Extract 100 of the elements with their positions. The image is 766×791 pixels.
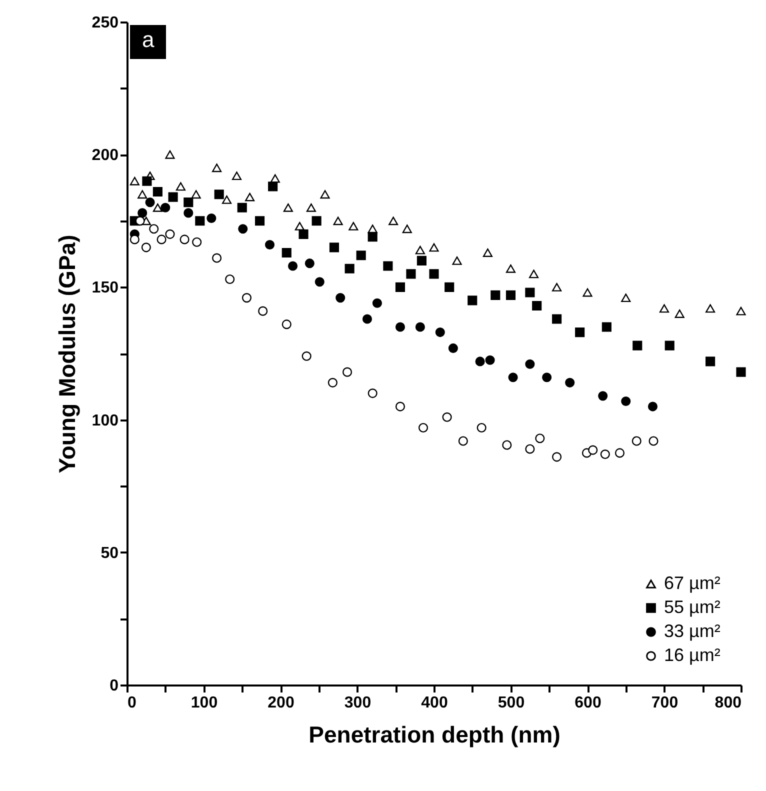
- point: [314, 277, 324, 287]
- point: [525, 359, 535, 369]
- point: [138, 190, 148, 199]
- point: [130, 176, 140, 186]
- y-tick-label: 200: [92, 147, 119, 164]
- point: [468, 296, 478, 306]
- point: [294, 222, 304, 230]
- x-tick-label: 0: [128, 694, 136, 712]
- legend-label: 16 µm²: [664, 645, 720, 665]
- point: [552, 452, 562, 462]
- point: [482, 248, 493, 257]
- legend-label: 55 µm²: [664, 597, 720, 617]
- y-tick-label: 50: [100, 544, 119, 562]
- x-tick-label: 800: [714, 694, 742, 712]
- x-tick-label: 200: [268, 694, 294, 712]
- point: [356, 250, 366, 260]
- point: [525, 444, 535, 454]
- point: [506, 264, 516, 273]
- point: [736, 306, 746, 316]
- point: [475, 356, 485, 366]
- point: [312, 216, 322, 226]
- point: [406, 269, 416, 279]
- point: [283, 203, 293, 212]
- point: [418, 422, 428, 433]
- point: [138, 208, 148, 218]
- point: [214, 190, 224, 200]
- point: [152, 186, 162, 197]
- point: [736, 367, 746, 377]
- annotation: a: [130, 25, 166, 59]
- point: [600, 450, 610, 460]
- point: [429, 269, 439, 279]
- point: [632, 436, 642, 446]
- point: [435, 328, 445, 338]
- point: [502, 440, 512, 450]
- point: [452, 256, 462, 265]
- point: [232, 172, 242, 180]
- point: [152, 203, 162, 212]
- point: [598, 391, 608, 401]
- point: [664, 340, 674, 350]
- point: [258, 306, 268, 316]
- point: [282, 320, 292, 330]
- point: [165, 150, 175, 159]
- point: [621, 294, 631, 302]
- point: [145, 198, 155, 208]
- x-axis-title: Penetration depth (nm): [308, 722, 560, 748]
- point: [344, 264, 354, 274]
- point: [184, 208, 194, 218]
- point: [212, 164, 222, 172]
- point: [621, 396, 631, 406]
- y-axis-title: Young Modulus (GPa): [54, 234, 80, 474]
- point: [245, 192, 255, 202]
- point: [442, 412, 452, 422]
- point: [168, 192, 178, 202]
- point: [336, 293, 346, 303]
- point: [149, 224, 159, 234]
- point: [268, 182, 278, 192]
- point: [342, 367, 352, 377]
- point: [490, 290, 500, 300]
- point: [476, 422, 486, 433]
- point: [416, 256, 427, 266]
- x-tick-label: 400: [421, 694, 448, 712]
- point: [184, 198, 194, 208]
- point: [237, 202, 247, 212]
- point: [130, 234, 140, 244]
- point: [528, 270, 539, 278]
- point: [320, 190, 330, 199]
- legend-label: 67 µm²: [664, 573, 720, 593]
- point: [525, 288, 535, 298]
- point: [602, 322, 612, 332]
- point: [395, 282, 406, 292]
- x-tick-label: 600: [574, 694, 602, 712]
- x-tick-label: 100: [190, 694, 218, 712]
- point: [388, 216, 398, 226]
- x-tick-label: 300: [344, 694, 372, 712]
- point: [141, 242, 151, 252]
- point: [362, 314, 372, 324]
- x-tick-label: 700: [651, 694, 678, 712]
- point: [206, 213, 216, 224]
- point: [328, 378, 338, 388]
- point: [288, 261, 298, 271]
- point: [368, 232, 378, 242]
- point: [368, 388, 378, 398]
- point: [348, 222, 358, 230]
- y-tick-label: 250: [92, 14, 119, 32]
- point: [156, 234, 166, 244]
- point: [160, 202, 170, 212]
- point: [565, 378, 575, 388]
- point: [180, 234, 190, 244]
- point: [192, 237, 202, 247]
- point: [298, 229, 308, 239]
- point: [582, 288, 592, 297]
- point: [614, 448, 625, 458]
- point: [552, 314, 562, 324]
- point: [415, 246, 425, 254]
- y-tick-label: 0: [110, 678, 119, 694]
- point: [333, 216, 343, 226]
- point: [542, 372, 552, 382]
- point: [304, 258, 314, 268]
- point: [176, 182, 186, 191]
- point: [448, 343, 458, 353]
